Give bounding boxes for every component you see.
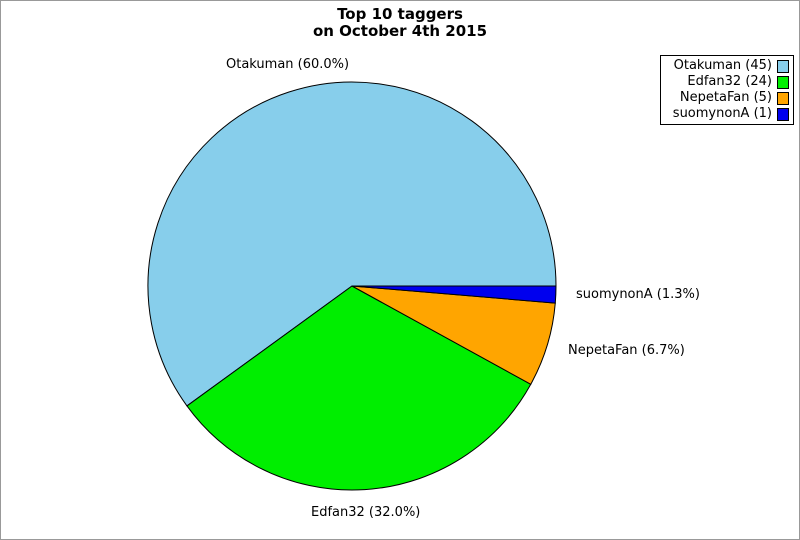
pie-slice-edfan32	[186, 285, 532, 491]
legend-item-nepetafan: NepetaFan (5)	[665, 90, 789, 106]
slice-label-otakuman: Otakuman (60.0%)	[226, 57, 350, 72]
legend-item-edfan32: Edfan32 (24)	[665, 74, 789, 90]
legend-label-nepetafan: NepetaFan (5)	[679, 90, 772, 105]
chart-title: Top 10 taggers on October 4th 2015	[1, 6, 799, 40]
chart-title-line1: Top 10 taggers	[337, 5, 463, 23]
legend-swatch-edfan32-icon	[777, 75, 789, 89]
legend-item-otakuman: Otakuman (45)	[665, 58, 789, 74]
legend-swatch-suomynona-icon	[777, 107, 789, 121]
chart-title-line2: on October 4th 2015	[312, 22, 488, 40]
legend-label-edfan32: Edfan32 (24)	[687, 74, 772, 89]
pie-slice-suomynona	[351, 285, 557, 304]
legend-label-otakuman: Otakuman (45)	[673, 58, 772, 73]
legend-swatch-otakuman-icon	[777, 59, 789, 73]
legend: Otakuman (45) Edfan32 (24) NepetaFan (5)…	[660, 55, 794, 125]
legend-label-suomynona: suomynonA (1)	[672, 106, 772, 121]
legend-swatch-nepetafan-icon	[777, 91, 789, 105]
pie-slice-otakuman	[147, 81, 557, 407]
slice-label-edfan32: Edfan32 (32.0%)	[311, 505, 421, 520]
slice-label-suomynona: suomynonA (1.3%)	[576, 287, 700, 302]
slice-label-nepetafan: NepetaFan (6.7%)	[568, 343, 685, 358]
legend-item-suomynona: suomynonA (1)	[665, 106, 789, 122]
